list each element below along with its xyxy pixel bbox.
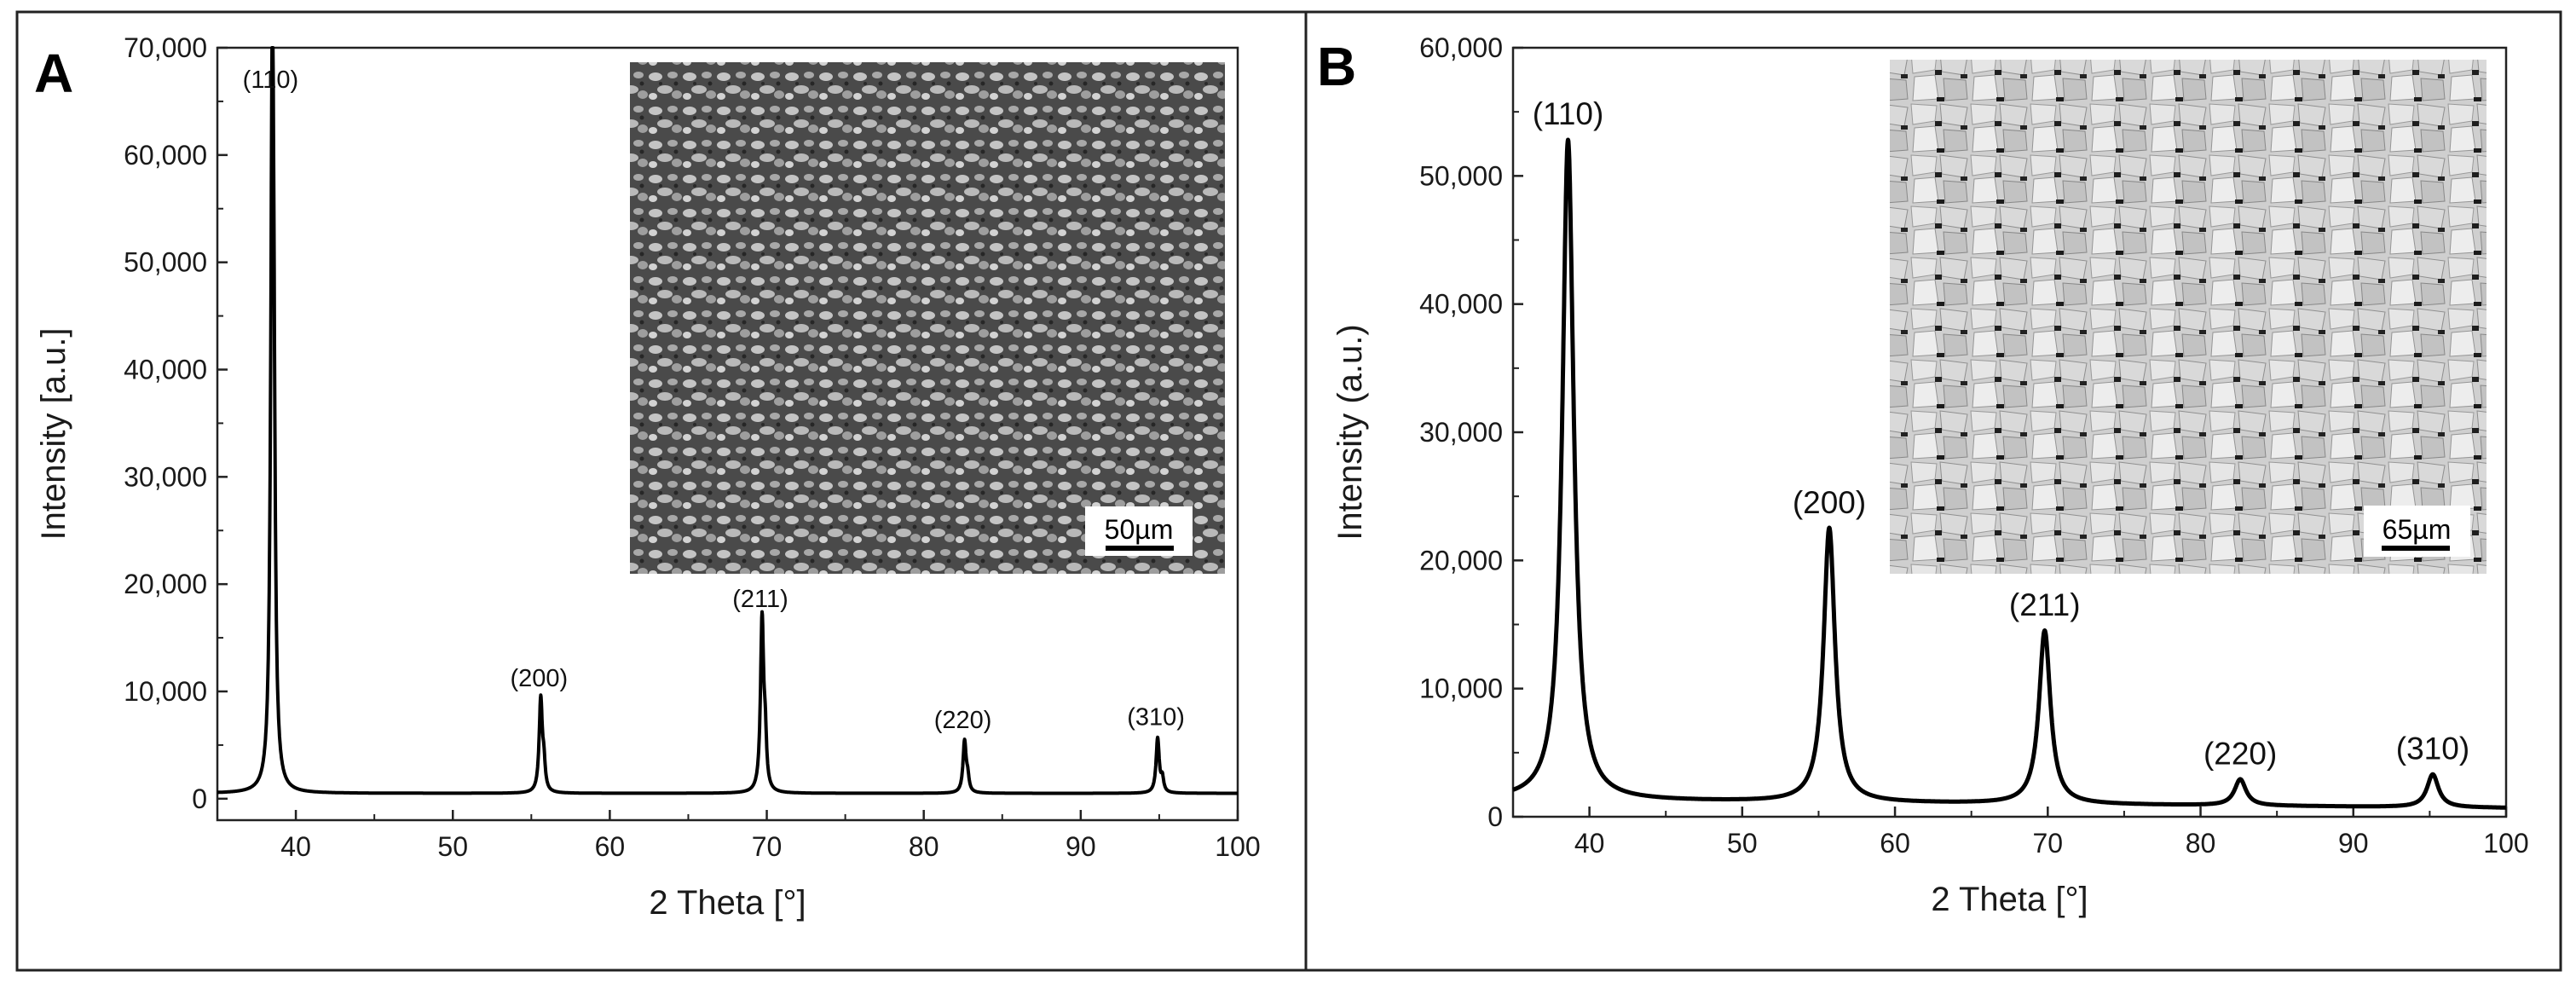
panel-a-x-tick-label: 40 — [280, 831, 311, 862]
panel-a-plot: 40 50 60 70 80 90 100 0 10,000 20,000 30,000 40,000… — [35, 32, 1261, 922]
panel-a-y-tick-label: 50,000 — [124, 247, 207, 278]
panel-b-peak-label: (310) — [2396, 731, 2469, 766]
panel-b-y-tick-label: 10,000 — [1419, 674, 1503, 704]
panel-a-x-tick-label: 60 — [595, 831, 626, 862]
scale-bar-label-a: 50µm — [1105, 514, 1174, 545]
panel-a-peak-label: (220) — [934, 707, 992, 734]
panel-b-x-tick-label: 100 — [2483, 828, 2528, 859]
panel-b-x-axis-title: 2 Theta [°] — [1931, 881, 2088, 918]
panel-a-label: A — [34, 43, 73, 104]
panel-b-peak-label: (110) — [1533, 96, 1604, 131]
panel-b-label: B — [1317, 36, 1356, 97]
panel-a-x-tick-label: 50 — [437, 831, 468, 862]
panel-b: B 40 50 60 70 80 90 100 0 10,000 20,000 30,000 40,0… — [1304, 10, 2562, 972]
panel-a-x-axis-title: 2 Theta [°] — [649, 884, 806, 922]
panel-a-y-tick-label: 40,000 — [124, 355, 207, 385]
panel-b-y-tick-label: 40,000 — [1419, 289, 1503, 320]
panel-a-x-tick-label: 70 — [752, 831, 783, 862]
panel-b-x-tick-label: 40 — [1574, 828, 1605, 859]
panel-a-xrd-curve — [216, 46, 1239, 795]
panel-a-peak-label: (200) — [511, 665, 569, 692]
panel-a-x-tick-label: 100 — [1215, 831, 1260, 862]
panel-b-x-tick-label: 50 — [1727, 828, 1758, 859]
panel-b-x-tick-label: 80 — [2186, 828, 2216, 859]
panel-b-y-tick-label: 20,000 — [1419, 545, 1503, 575]
panel-b-y-tick-label: 30,000 — [1419, 417, 1503, 448]
panel-b-peak-label: (200) — [1793, 485, 1866, 520]
panel-a-y-tick-label: 70,000 — [124, 32, 207, 63]
panel-b-plot: 40 50 60 70 80 90 100 0 10,000 20,000 30,000 40,000… — [1331, 32, 2529, 918]
panel-b-xrd-curve — [1510, 137, 2509, 810]
panel-a-y-tick-label: 30,000 — [124, 461, 207, 492]
panel-a-inset: 50µm — [630, 62, 1225, 574]
panel-a-plot-frame — [216, 46, 1239, 822]
scale-bar-a — [1106, 546, 1174, 551]
panel-a-y-tick-label: 10,000 — [124, 676, 207, 707]
panel-a-peak-label: (110) — [243, 66, 299, 94]
panel-a-peak-label: (211) — [732, 586, 788, 613]
panel-a-x-tick-label: 80 — [909, 831, 939, 862]
panel-a-y-axis-title: Intensity [a.u.] — [35, 327, 72, 540]
panel-b-y-tick-label: 0 — [1487, 801, 1503, 832]
panel-a-peak-label: (310) — [1127, 703, 1185, 731]
panel-a-y-tick-label: 0 — [192, 784, 207, 814]
panel-b-inset: 65µm — [1890, 60, 2486, 574]
scale-bar-label-b: 65µm — [2383, 514, 2452, 545]
sem-micrograph-b — [1890, 60, 2486, 574]
panel-a-y-tick-label: 20,000 — [124, 569, 207, 599]
panel-b-peak-label: (220) — [2203, 736, 2277, 771]
panel-a-x-tick-label: 90 — [1066, 831, 1096, 862]
panel-b-y-tick-label: 60,000 — [1419, 32, 1503, 63]
panel-b-x-tick-label: 60 — [1880, 828, 1910, 859]
panel-b-y-tick-label: 50,000 — [1419, 160, 1503, 191]
sem-micrograph-a — [630, 62, 1225, 574]
panel-b-x-tick-label: 70 — [2033, 828, 2064, 859]
panel-b-peak-label: (211) — [2009, 587, 2081, 622]
panel-a-y-tick-label: 60,000 — [124, 140, 207, 171]
panel-a: A 40 50 60 70 80 90 100 0 10,000 20,000 30,000 40,0… — [15, 10, 1308, 972]
scale-bar-b — [2382, 546, 2450, 551]
panel-b-y-axis-title: Intensity (a.u.) — [1331, 324, 1369, 540]
panel-b-x-tick-label: 90 — [2338, 828, 2369, 859]
